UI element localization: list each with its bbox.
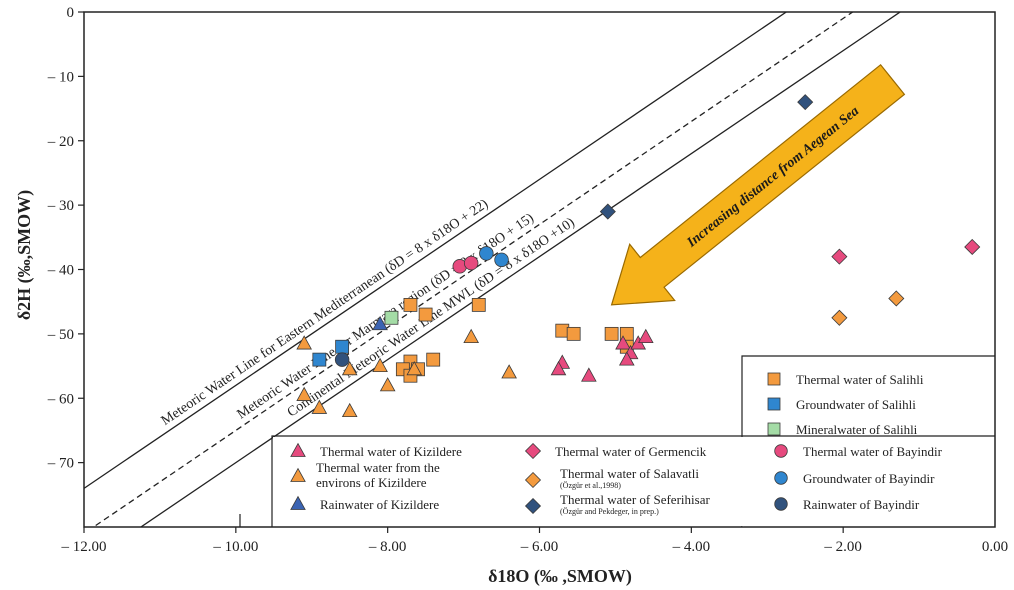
y-tick-label: – 20 [47, 134, 74, 150]
legend-marker [524, 471, 542, 489]
point-thermal-water-from-the-environs-of-kizildere [406, 360, 423, 376]
legend-marker [290, 467, 306, 482]
direction-arrow [610, 63, 906, 306]
legend-label: Thermal water of Germencik [555, 444, 707, 459]
legend-marker [774, 444, 788, 458]
point-thermal-water-of-kizildere [550, 360, 567, 376]
point-thermal-water-of-kizildere [581, 367, 597, 382]
legend-label: Thermal water of Salavatli [560, 466, 699, 481]
legend-label: Rainwater of Bayindir [803, 497, 920, 512]
legend-sublabel: (Özgür and Pekdeger, in prep.) [560, 507, 659, 516]
point-thermal-water-from-the-environs-of-kizildere [296, 386, 312, 401]
point-thermal-water-of-salavatli [888, 290, 905, 307]
point-groundwater-of-salihli [312, 352, 327, 367]
point-thermal-water-of-salihli [426, 352, 441, 367]
legend-marker [767, 372, 781, 386]
meteoric-water-line-2 [92, 12, 854, 527]
legend-label: Rainwater of Kizildere [320, 497, 439, 512]
point-thermal-water-of-salihli [403, 298, 418, 312]
x-tick-label: 0.00 [982, 539, 1008, 555]
legend-label: Thermal water from the [316, 460, 440, 475]
y-tick-label: 0 [67, 5, 75, 21]
point-thermal-water-of-kizildere [618, 351, 635, 366]
x-tick-label: – 12.00 [61, 539, 107, 555]
point-thermal-water-of-kizildere [637, 328, 654, 344]
legend-marker [774, 497, 788, 511]
legend-marker [290, 442, 306, 457]
point-thermal-water-from-the-environs-of-kizildere [311, 399, 328, 414]
point-groundwater-of-bayindir [494, 252, 509, 268]
point-thermal-water-of-germencik [964, 238, 981, 256]
legend-sublabel: (Özgür et al.,1998) [560, 481, 621, 490]
y-tick-label: – 50 [47, 327, 74, 343]
meteoric-water-line-3 [139, 12, 902, 527]
x-tick-label: – 10.00 [212, 539, 258, 555]
legend-box-bottom [271, 435, 995, 527]
legend-marker [767, 422, 781, 436]
point-thermal-water-of-salihli [604, 326, 619, 341]
y-tick-label: – 10 [47, 69, 74, 85]
point-rainwater-of-kizildere [372, 315, 388, 331]
y-tick-label: – 60 [47, 391, 74, 407]
point-thermal-water-of-salihli [471, 298, 486, 312]
point-thermal-water-of-salavatli [831, 309, 848, 326]
point-thermal-water-of-seferihisar [599, 203, 616, 220]
legend-marker [290, 495, 306, 510]
legend-label: Thermal water of Seferihisar [560, 492, 710, 507]
meteoric-water-line-1 [84, 12, 788, 490]
point-thermal-water-of-germencik [831, 248, 848, 265]
legend-label: Groundwater of Bayindir [803, 471, 935, 486]
y-tick-label: – 70 [47, 456, 74, 472]
point-mineralwater-of-salihli [384, 310, 399, 325]
y-tick-label: – 30 [47, 198, 74, 214]
legend-label: Thermal water of Bayindir [803, 444, 943, 459]
point-thermal-water-from-the-environs-of-kizildere [379, 377, 396, 392]
point-thermal-water-from-the-environs-of-kizildere [463, 328, 480, 344]
legend-label: Mineralwater of Salihli [796, 422, 918, 437]
legend-label: Thermal water of Salihli [796, 372, 924, 387]
x-axis-title: δ18O (‰ ,SMOW) [488, 566, 632, 587]
point-thermal-water-of-bayindir [463, 255, 479, 271]
point-groundwater-of-salihli [335, 339, 350, 354]
x-tick-label: – 6.00 [520, 539, 559, 555]
point-thermal-water-from-the-environs-of-kizildere [296, 335, 312, 350]
point-thermal-water-of-seferihisar [797, 94, 814, 111]
point-rainwater-of-bayindir [334, 352, 350, 367]
point-thermal-water-from-the-environs-of-kizildere [372, 357, 388, 372]
point-groundwater-of-bayindir [479, 246, 494, 261]
legend-label: Thermal water of Kizildere [320, 444, 462, 459]
x-tick-label: – 8.00 [368, 539, 407, 555]
x-tick-label: – 2.00 [823, 539, 862, 555]
point-thermal-water-from-the-environs-of-kizildere [501, 364, 517, 379]
legend-marker [767, 397, 781, 411]
y-tick-label: – 40 [47, 263, 74, 279]
legend-marker [524, 497, 542, 515]
arrow-annotation: Increasing distance from Aegean Sea [684, 104, 862, 251]
legend-marker [524, 442, 542, 460]
legend-marker [774, 471, 788, 485]
legend-label: environs of Kizildere [316, 475, 427, 490]
point-thermal-water-from-the-environs-of-kizildere [341, 360, 358, 376]
point-thermal-water-of-kizildere [615, 335, 631, 350]
y-axis-title: δ2H (‰,SMOW) [14, 190, 35, 320]
x-tick-label: – 4.00 [672, 539, 711, 555]
point-thermal-water-of-salihli [566, 326, 581, 341]
legend-label: Groundwater of Salihli [796, 397, 916, 412]
point-thermal-water-from-the-environs-of-kizildere [341, 402, 358, 418]
point-thermal-water-of-salihli [418, 307, 433, 322]
